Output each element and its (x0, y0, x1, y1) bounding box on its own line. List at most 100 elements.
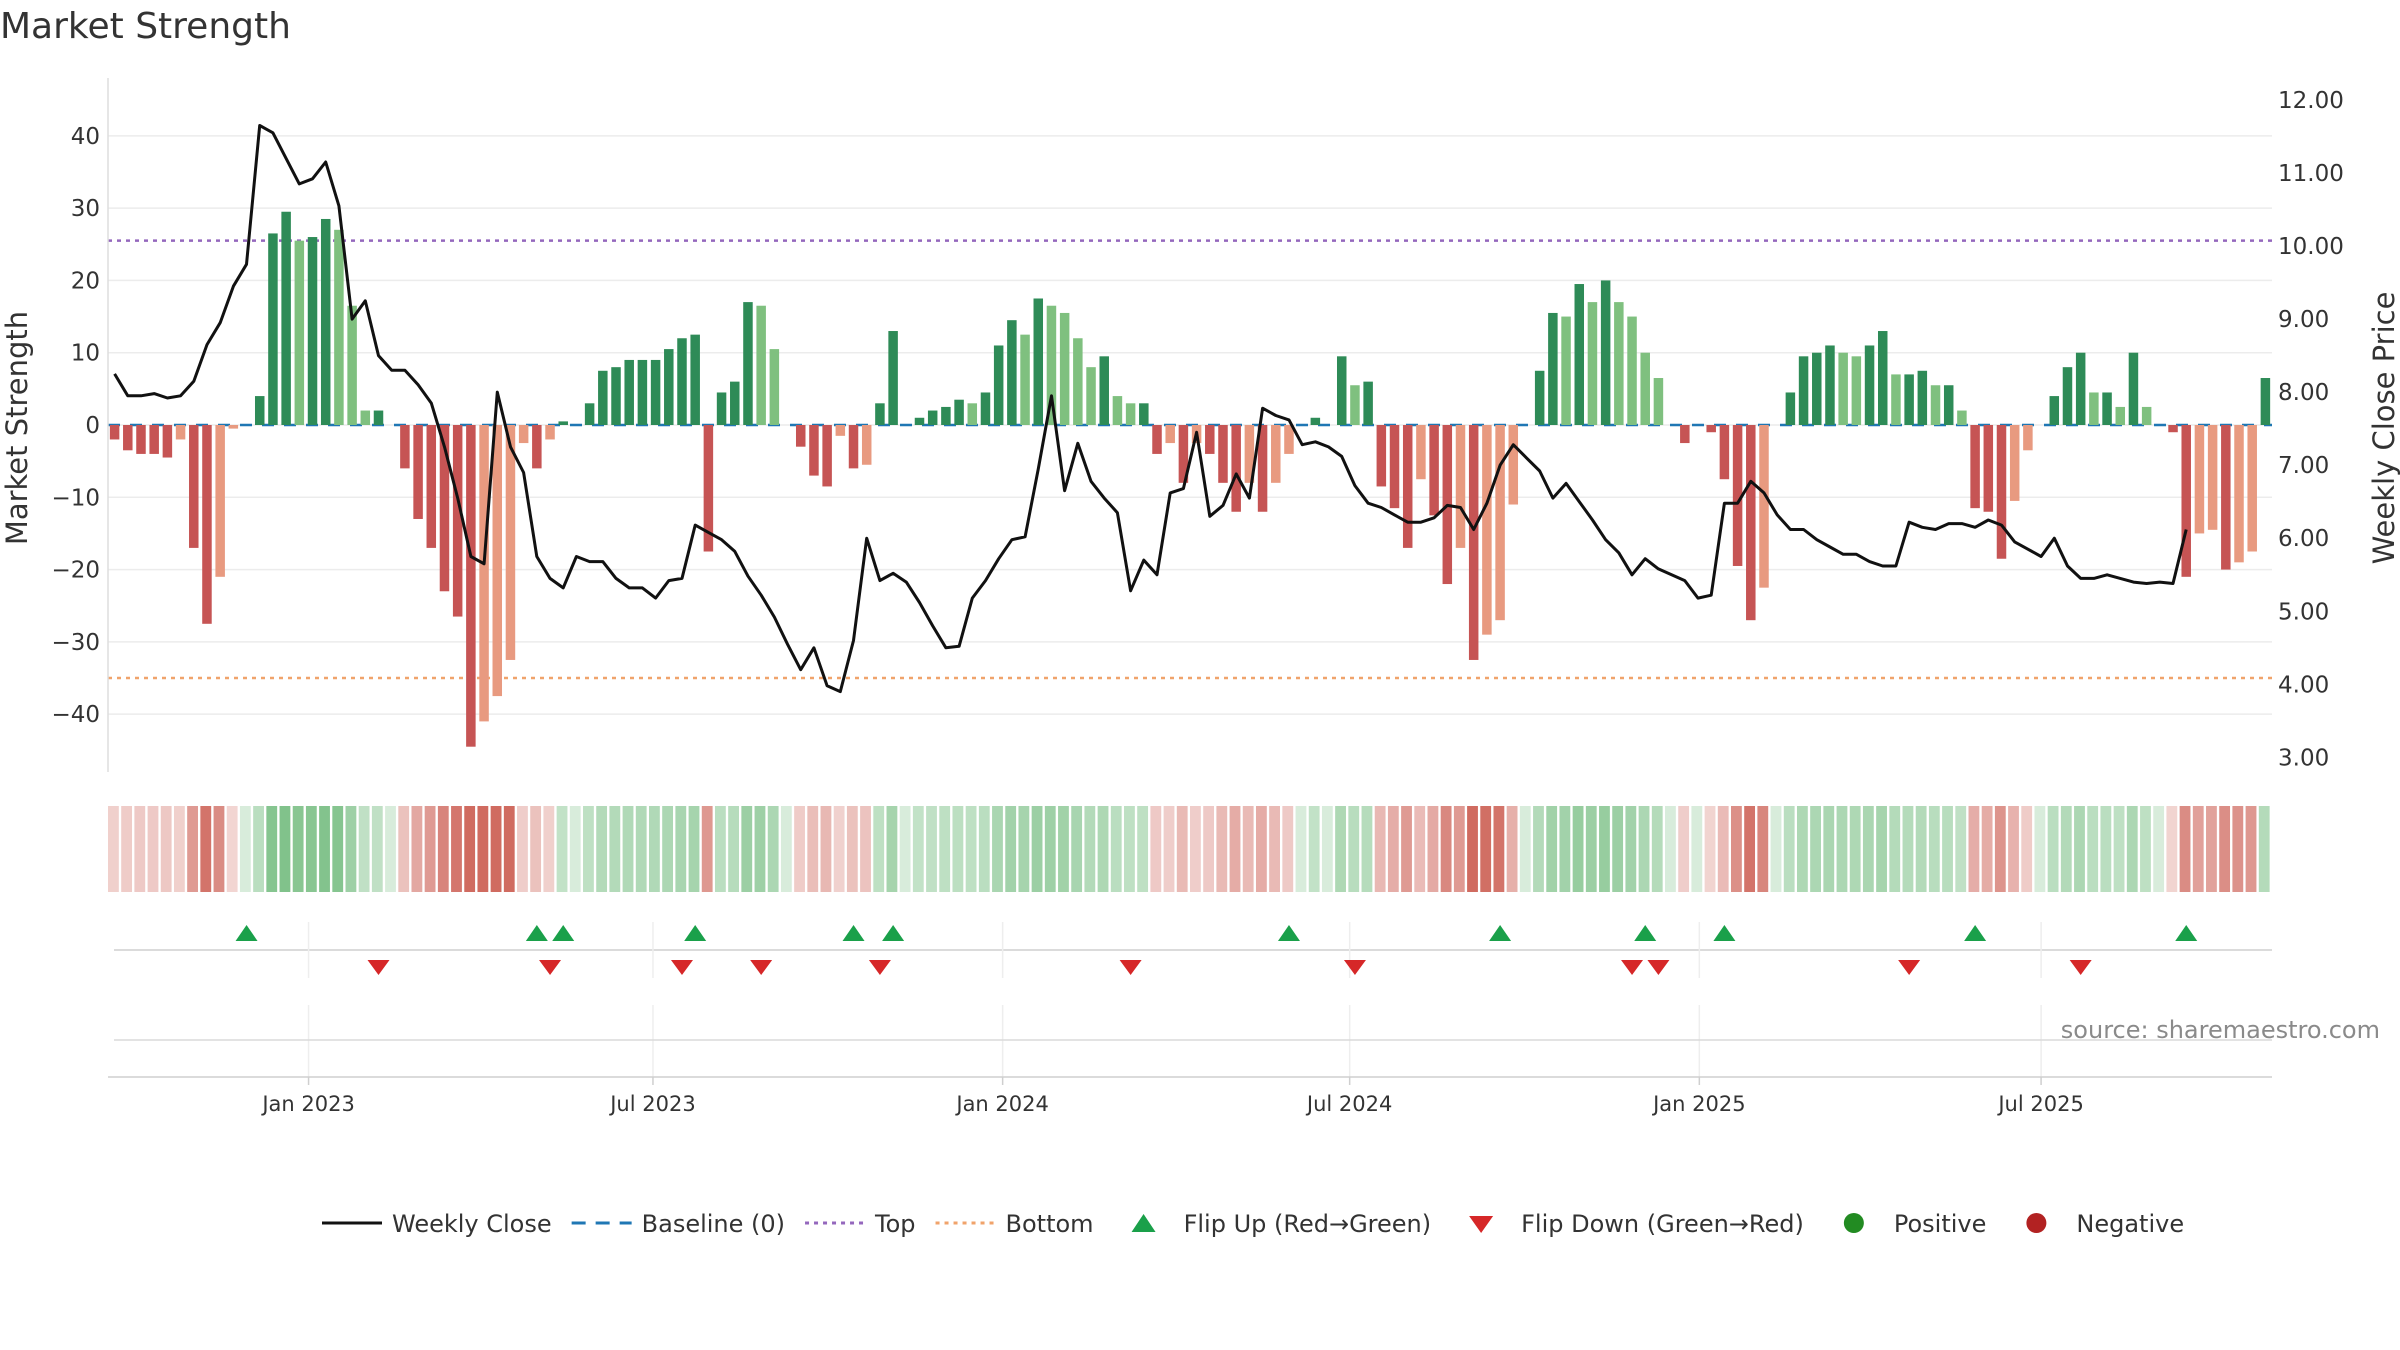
right-axis: 3.00 4.00 5.00 6.00 7.00 8.00 9.00 10.00 11.00 12… (2278, 88, 2344, 771)
strip-cell (1414, 806, 1426, 892)
legend-flip-down-swatch (1469, 1216, 1494, 1233)
source-credit: source: sharemaestro.com (2061, 1016, 2380, 1044)
strip-cell (108, 806, 119, 892)
strip-cell (1480, 806, 1492, 892)
left-tick-label: 10 (71, 341, 100, 367)
strength-bar (373, 410, 384, 425)
strip-cell (609, 806, 621, 892)
strip-cell (173, 806, 185, 892)
strength-bar (1653, 378, 1664, 425)
strip-cell (279, 806, 291, 892)
strip-cell (2113, 806, 2125, 892)
legend-label: Baseline (0) (642, 1210, 785, 1238)
flip-up-marker (2175, 925, 2198, 941)
strip-cell (688, 806, 700, 892)
right-axis-label: Weekly Close Price (2367, 292, 2400, 565)
flip-up-marker (1489, 925, 1512, 941)
strip-cell (1440, 806, 1452, 892)
strip-cell (2140, 806, 2151, 892)
strip-cell (1387, 806, 1399, 892)
strength-bar (466, 425, 476, 747)
date-tick-label: Jul 2024 (1305, 1092, 1392, 1116)
left-axis: −40 −30 −20 −10 0 10 20 30 40 (51, 78, 109, 772)
left-tick-label: −20 (51, 558, 100, 584)
strength-bar (1455, 425, 1466, 548)
strip-cell (1401, 806, 1412, 892)
strip-cell (780, 806, 792, 892)
strip-cell (701, 806, 713, 892)
flip-up-marker (525, 925, 548, 941)
strip-cell (978, 806, 990, 892)
flip-up-marker (552, 925, 575, 941)
strength-bar (650, 359, 661, 425)
strength-bar (558, 421, 568, 425)
strength-bar (162, 425, 173, 458)
strength-bar (347, 305, 357, 425)
strength-bar (1402, 425, 1413, 548)
strength-bar (611, 367, 621, 425)
strength-bar (505, 425, 516, 660)
right-tick-label: 8.00 (2278, 380, 2329, 406)
strength-bar (1680, 425, 1690, 444)
strip-cell (1203, 806, 1215, 892)
strength-bar (2128, 352, 2139, 425)
strength-bar (1468, 425, 1479, 660)
strength-bar (1231, 425, 1241, 512)
strip-cell (305, 806, 317, 892)
strip-cell (1625, 806, 1637, 892)
strip-cell (741, 806, 753, 892)
strength-bar (1812, 352, 1822, 425)
strength-bar (1376, 425, 1387, 487)
legend-item: Flip Up (Red→Green) (1131, 1210, 1432, 1238)
right-tick-label: 7.00 (2278, 453, 2329, 479)
strength-bar (690, 334, 700, 425)
strength-bar (2075, 352, 2086, 425)
strip-cell (1018, 806, 1030, 892)
strength-bar (228, 425, 239, 429)
left-tick-label: 30 (71, 196, 100, 222)
strip-cell (912, 806, 924, 892)
left-tick-label: −30 (51, 630, 100, 656)
strength-bar (268, 233, 278, 425)
legend-item: Negative (2026, 1210, 2184, 1238)
strip-cell (569, 806, 581, 892)
strength-bar (1706, 425, 1716, 433)
strength-bar (664, 349, 674, 425)
strip-cell (1717, 806, 1729, 892)
strip-cell (1255, 806, 1267, 892)
strength-bar (954, 399, 964, 425)
flip-down-marker (868, 960, 891, 975)
legend-label: Flip Up (Red→Green) (1184, 1210, 1432, 1238)
strip-cell (147, 806, 159, 892)
flip-down-marker (1343, 960, 1366, 975)
strip-cell (1955, 806, 1967, 892)
flip-down-marker (1898, 960, 1921, 975)
strip-cell (1058, 806, 1069, 892)
strip-cell (543, 806, 555, 892)
strength-bar (215, 425, 225, 577)
strip-cell (728, 806, 739, 892)
legend: Weekly Close Baseline (0) Top Bottom Flip Up… (322, 1210, 2184, 1238)
strip-cell (1731, 806, 1742, 892)
strip-cell (1506, 806, 1518, 892)
strength-bar (1917, 370, 1928, 425)
right-tick-label: 5.00 (2278, 599, 2329, 625)
strength-bar (1957, 410, 1967, 425)
strip-cell (1981, 806, 1993, 892)
flip-up-marker (684, 925, 707, 941)
strength-bar (888, 331, 898, 425)
strip-cell (253, 806, 264, 892)
strip-cell (1810, 806, 1821, 892)
strip-cell (886, 806, 898, 892)
strip-cell (1599, 806, 1610, 892)
legend-item: Top (805, 1210, 916, 1238)
flip-down-marker (1119, 960, 1142, 975)
strip-cell (1084, 806, 1096, 892)
strength-bar (1416, 425, 1426, 480)
left-tick-label: −40 (51, 702, 100, 728)
strength-bar (1244, 425, 1255, 483)
legend-label: Flip Down (Green→Red) (1521, 1210, 1804, 1238)
strength-bar (1059, 312, 1070, 425)
strength-bar (2023, 425, 2033, 451)
right-tick-label: 3.00 (2278, 745, 2329, 771)
